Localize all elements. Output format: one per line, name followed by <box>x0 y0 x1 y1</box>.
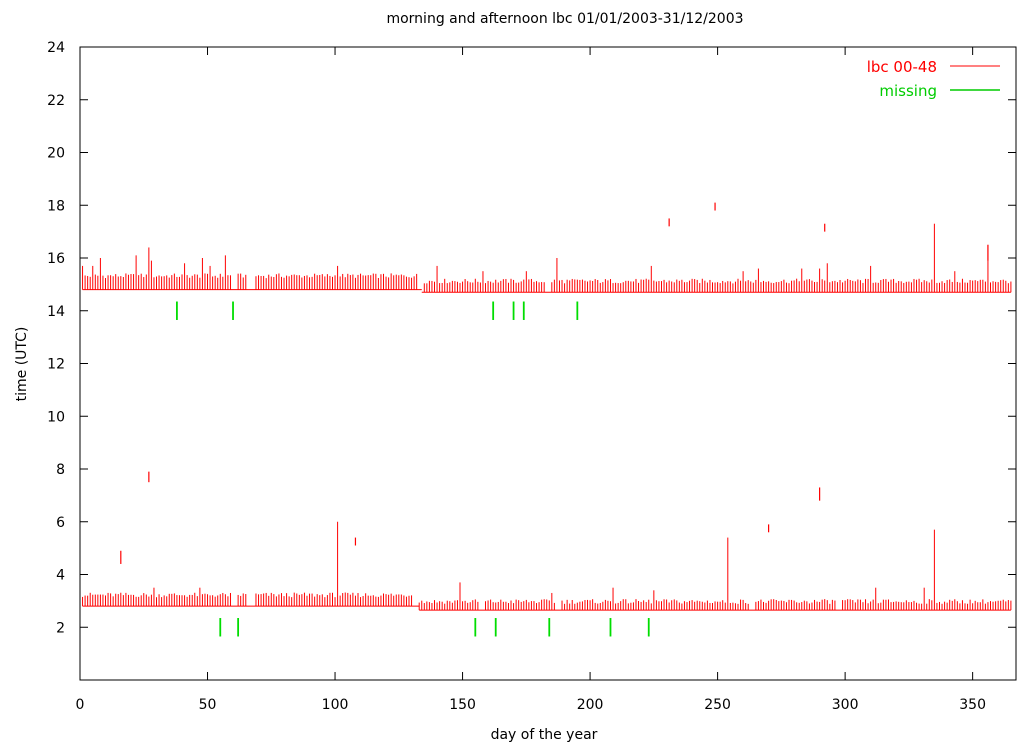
x-tick-label: 250 <box>704 697 731 713</box>
x-tick-label: 300 <box>832 697 859 713</box>
y-tick-label: 18 <box>47 198 65 214</box>
y-tick-label: 2 <box>56 620 65 636</box>
x-tick-label: 0 <box>76 697 85 713</box>
y-tick-label: 22 <box>47 93 65 109</box>
y-axis-label: time (UTC) <box>14 327 30 402</box>
x-tick-label: 150 <box>449 697 476 713</box>
y-tick-label: 20 <box>47 146 65 162</box>
x-tick-label: 200 <box>577 697 604 713</box>
x-tick-label: 50 <box>199 697 217 713</box>
y-tick-label: 14 <box>47 304 65 320</box>
y-tick-label: 16 <box>47 251 65 267</box>
y-tick-label: 6 <box>56 515 65 531</box>
y-tick-label: 10 <box>47 409 65 425</box>
legend: lbc 00-48 missing <box>867 58 1000 100</box>
x-tick-label: 100 <box>322 697 349 713</box>
chart-title: morning and afternoon lbc 01/01/2003-31/… <box>386 11 743 27</box>
chart-marks <box>82 202 1012 637</box>
y-tick-label: 24 <box>47 40 65 56</box>
y-tick-label: 8 <box>56 462 65 478</box>
y-tick-label: 12 <box>47 357 65 373</box>
legend-label-lbc: lbc 00-48 <box>867 58 937 76</box>
x-axis-label: day of the year <box>491 727 598 743</box>
x-tick-label: 350 <box>959 697 986 713</box>
legend-label-missing: missing <box>879 82 937 100</box>
y-tick-label: 4 <box>56 568 65 584</box>
plot-frame <box>79 46 1017 681</box>
